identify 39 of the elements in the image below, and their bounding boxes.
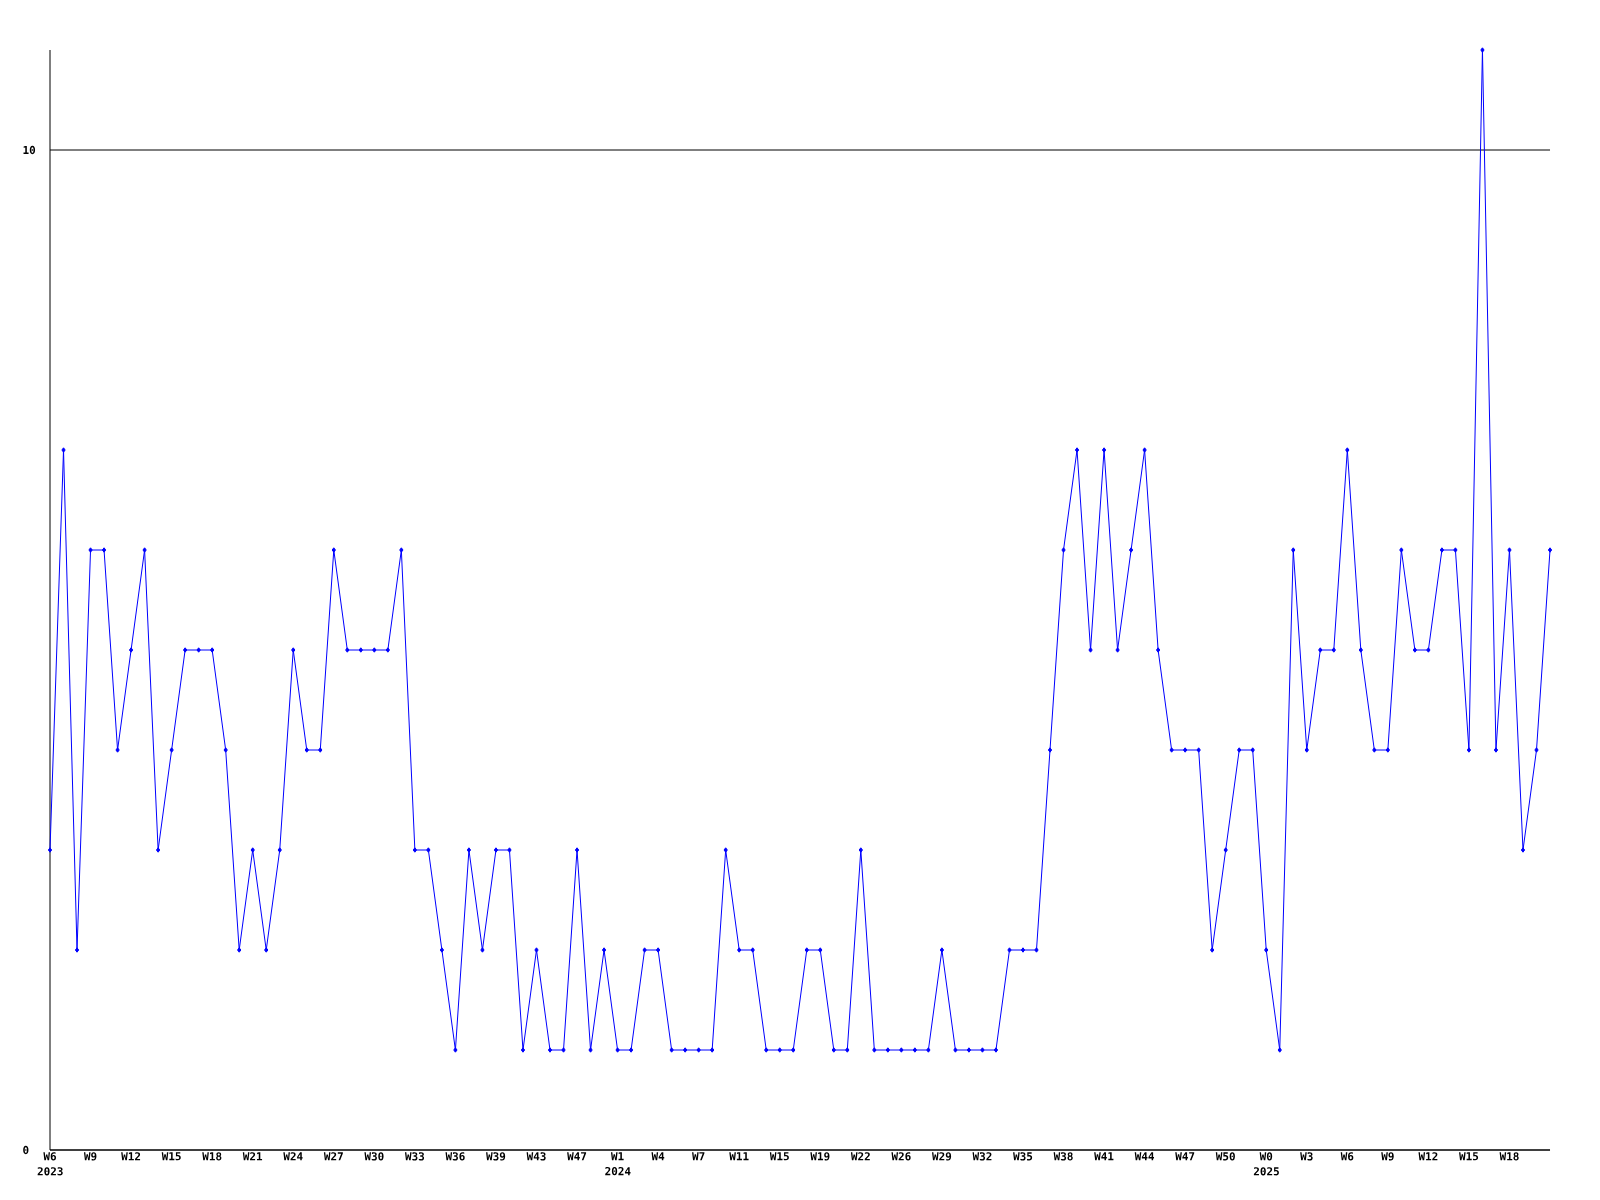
x-tick-label: W12 [1418, 1152, 1438, 1161]
x-tick-label: W3 [1300, 1152, 1313, 1161]
x-tick-label: W33 [404, 1152, 425, 1161]
x-tick-label: W15 [769, 1152, 789, 1161]
x-tick-label: W22 [850, 1152, 870, 1161]
x-tick-label: W21 [242, 1152, 263, 1161]
x-tick-label: W6 2023 [37, 1152, 63, 1176]
x-tick-label: W29 [932, 1152, 952, 1161]
x-tick-label: W7 [692, 1152, 705, 1161]
x-tick-label: W41 [1094, 1152, 1114, 1161]
x-tick-label: W12 [121, 1152, 141, 1161]
x-tick-label: W15 [161, 1152, 181, 1161]
x-tick-label: W9 [83, 1152, 97, 1161]
x-tick-label: W24 [283, 1152, 303, 1161]
y-tick-label: 10 [23, 145, 36, 155]
x-tick-label: W39 [486, 1152, 506, 1161]
x-tick-label: W9 [1381, 1152, 1394, 1161]
x-tick-label: W32 [972, 1152, 992, 1161]
x-tick-label: W47 [1175, 1152, 1195, 1161]
x-tick-label: W1 2024 [605, 1152, 631, 1176]
x-tick-label: W18 [202, 1152, 222, 1161]
x-tick-label: W6 [1340, 1152, 1354, 1161]
x-tick-label: W44 [1134, 1152, 1155, 1161]
x-tick-label: W43 [526, 1152, 546, 1161]
x-tick-label: W50 [1215, 1152, 1235, 1161]
x-tick-label: W38 [1053, 1152, 1073, 1161]
x-tick-label: W11 [729, 1152, 749, 1161]
x-tick-label: W4 [651, 1152, 665, 1161]
x-tick-label: W0 2025 [1253, 1152, 1279, 1176]
x-tick-label: W19 [810, 1152, 830, 1161]
x-tick-label: W36 [445, 1152, 465, 1161]
x-tick-label: W26 [891, 1152, 911, 1161]
y-tick-label: 0 [23, 1145, 29, 1155]
x-tick-label: W27 [323, 1152, 343, 1161]
x-tick-label: W30 [364, 1152, 384, 1161]
x-tick-label: W15 [1459, 1152, 1479, 1161]
x-tick-label: W35 [1013, 1152, 1033, 1161]
x-tick-label: W18 [1499, 1152, 1519, 1161]
x-tick-label: W47 [567, 1152, 587, 1161]
